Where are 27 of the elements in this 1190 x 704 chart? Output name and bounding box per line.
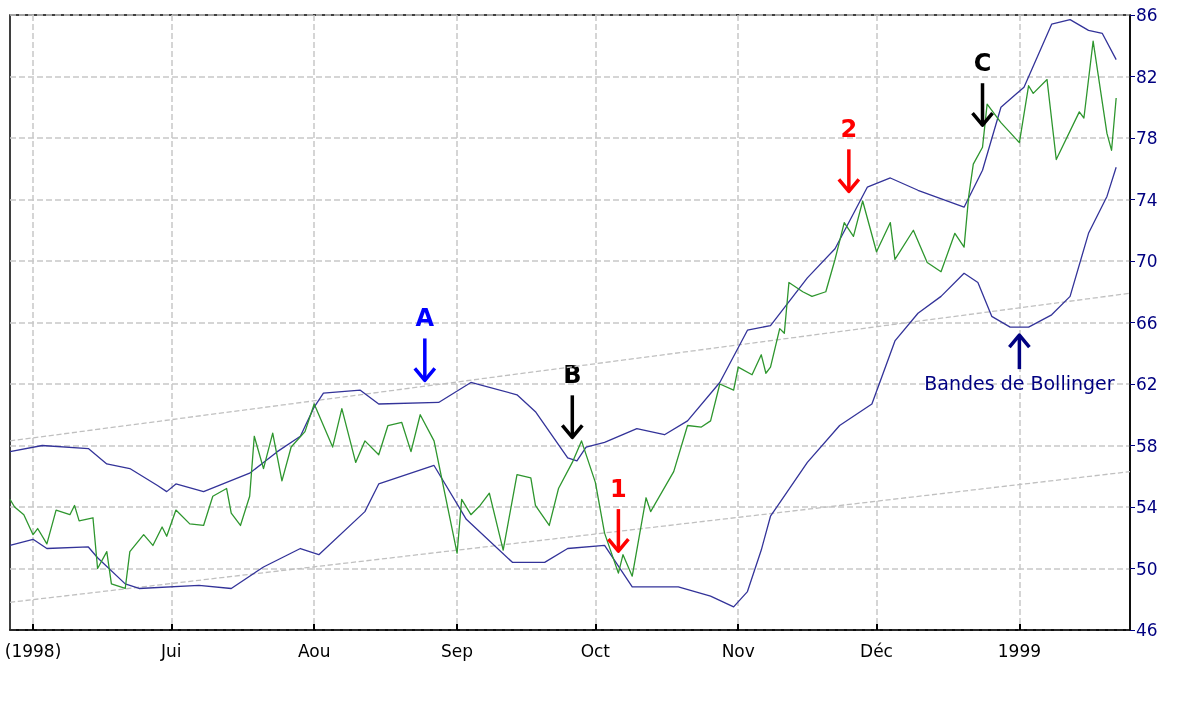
x-tick-label: Aou bbox=[297, 640, 331, 661]
line-series bbox=[9, 40, 1117, 590]
y-tick-label: 78 bbox=[1136, 128, 1158, 148]
x-tick-label: Déc bbox=[860, 640, 893, 661]
y-tick-label: 58 bbox=[1136, 435, 1158, 456]
x-tick-label: 1999 bbox=[997, 640, 1042, 661]
x-tick-label: Oct bbox=[580, 640, 611, 661]
y-tick-label: 70 bbox=[1136, 251, 1158, 271]
x-tick-label: Nov bbox=[721, 640, 755, 661]
y-tick-label: 82 bbox=[1136, 66, 1158, 87]
x-tick-label: Sep bbox=[441, 640, 474, 661]
y-tick-label: 86 bbox=[1136, 5, 1158, 25]
annotation: 1 bbox=[610, 475, 627, 504]
y-tick-label: 54 bbox=[1136, 497, 1158, 517]
annotation: Bandes de Bollinger bbox=[924, 372, 1115, 395]
annotation: A bbox=[415, 304, 435, 333]
line-series bbox=[9, 166, 1117, 608]
y-tick-label: 46 bbox=[1136, 620, 1158, 640]
x-tick-label: (1998) bbox=[4, 640, 62, 661]
annotation: B bbox=[563, 361, 582, 390]
y-tick-label: 74 bbox=[1136, 189, 1158, 210]
annotation: C bbox=[973, 49, 992, 78]
y-tick-label: 62 bbox=[1136, 374, 1158, 394]
annotation: 2 bbox=[840, 115, 858, 144]
y-tick-label: 50 bbox=[1136, 558, 1158, 579]
x-tick-label: Jui bbox=[160, 640, 182, 661]
y-tick-label: 66 bbox=[1136, 312, 1158, 333]
